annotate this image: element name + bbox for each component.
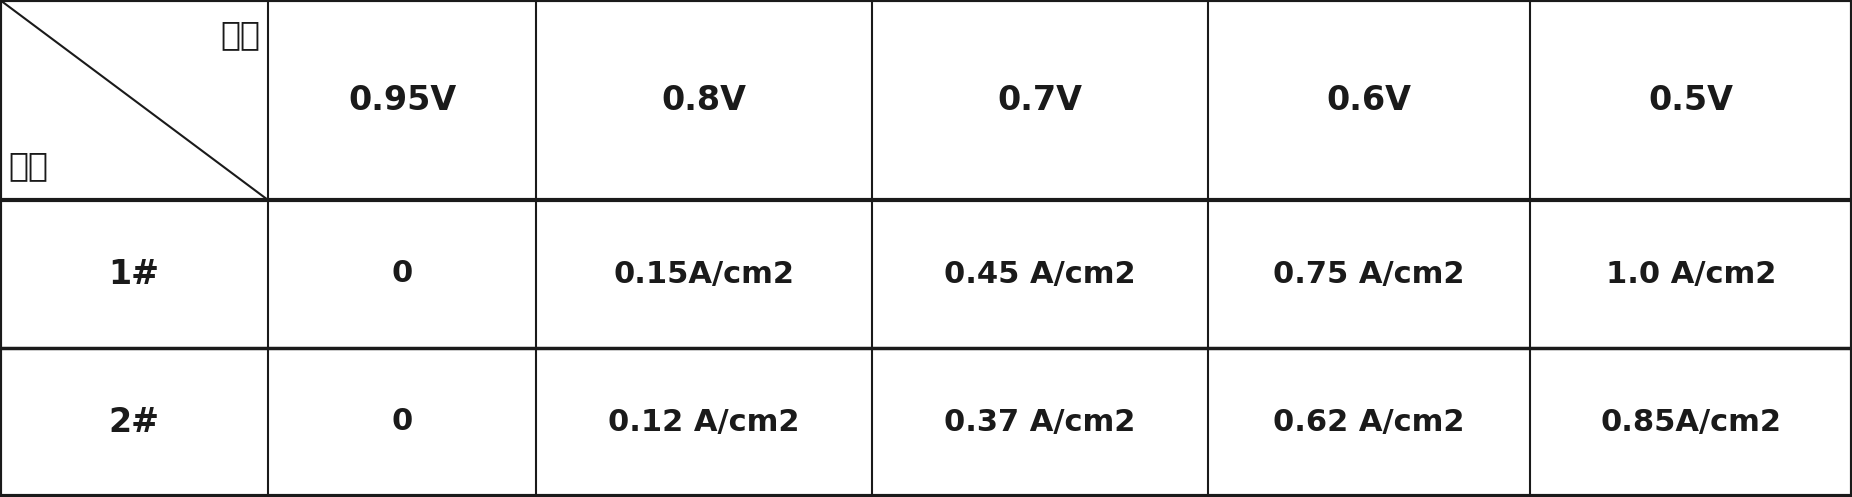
Text: 电压: 电压 [220,18,259,51]
Text: 0.12 A/cm2: 0.12 A/cm2 [607,408,800,436]
Text: 0.62 A/cm2: 0.62 A/cm2 [1274,408,1465,436]
Text: 0.45 A/cm2: 0.45 A/cm2 [945,259,1135,288]
Text: 电流: 电流 [7,149,48,182]
Text: 0.85A/cm2: 0.85A/cm2 [1600,408,1782,436]
Text: 0.95V: 0.95V [348,83,456,116]
Text: 2#: 2# [109,406,159,438]
Text: 0.37 A/cm2: 0.37 A/cm2 [945,408,1135,436]
Text: 0.7V: 0.7V [998,83,1083,116]
Text: 0.75 A/cm2: 0.75 A/cm2 [1274,259,1465,288]
Text: 0: 0 [391,259,413,288]
Text: 1.0 A/cm2: 1.0 A/cm2 [1606,259,1776,288]
Text: 0.6V: 0.6V [1326,83,1411,116]
Text: 0.15A/cm2: 0.15A/cm2 [613,259,795,288]
Text: 0: 0 [391,408,413,436]
Text: 0.5V: 0.5V [1648,83,1733,116]
Text: 0.8V: 0.8V [661,83,746,116]
Text: 1#: 1# [109,257,159,291]
